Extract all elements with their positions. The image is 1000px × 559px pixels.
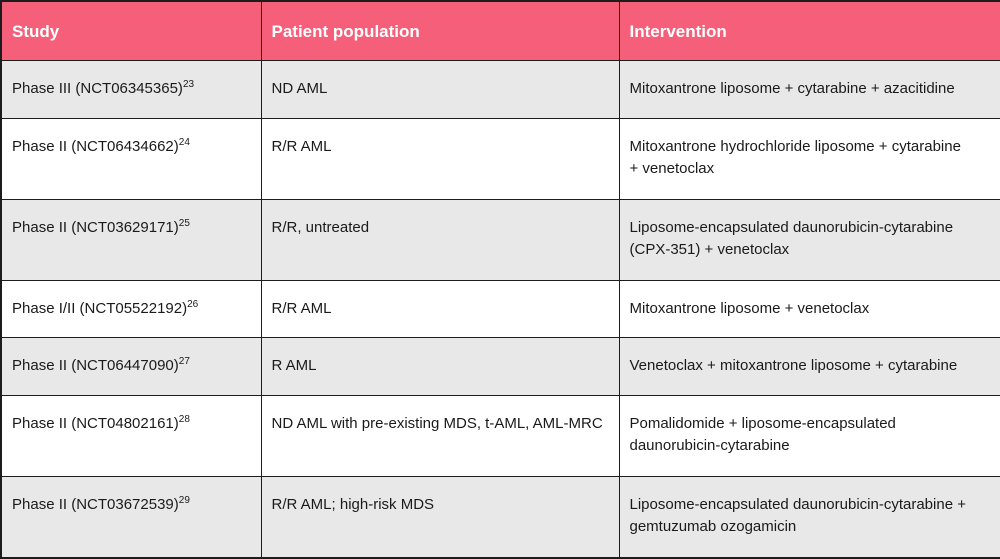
patient-population-cell: ND AML [260, 60, 620, 119]
intervention-cell: Liposome-encapsulated daunorubicin-cytar… [618, 476, 1000, 559]
study-cell: Phase II (NCT06447090)27 [0, 337, 262, 397]
table-row: Phase III (NCT06345365)23 ND AML Mitoxan… [0, 60, 1000, 119]
intervention-cell: Liposome-encapsulated daunorubicin-cytar… [618, 198, 1000, 281]
study-cell: Phase II (NCT04802161)28 [0, 395, 262, 478]
patient-population-cell: R/R, untreated [260, 198, 620, 281]
patient-population-cell: R/R AML [260, 117, 620, 200]
table-row: Phase II (NCT06447090)27 R AML Venetocla… [0, 337, 1000, 397]
intervention-cell: Pomalidomide + liposome-encapsulated dau… [618, 395, 1000, 478]
study-cell: Phase II (NCT03672539)29 [0, 476, 262, 559]
table-row: Phase I/II (NCT05522192)26 R/R AML Mitox… [0, 279, 1000, 339]
table-body: Phase III (NCT06345365)23 ND AML Mitoxan… [0, 60, 1000, 559]
reference-superscript: 24 [178, 136, 190, 148]
study-label: Phase II (NCT04802161) [12, 415, 179, 433]
patient-population-cell: R/R AML; high-risk MDS [260, 476, 620, 559]
study-label: Phase II (NCT06434662) [12, 137, 179, 155]
study-cell: Phase III (NCT06345365)23 [0, 60, 262, 119]
intervention-cell: Mitoxantrone hydrochloride liposome + cy… [618, 117, 1000, 200]
patient-population-cell: R/R AML [260, 279, 620, 339]
intervention-cell: Venetoclax + mitoxantrone liposome + cyt… [618, 337, 1000, 397]
reference-superscript: 26 [187, 298, 199, 310]
study-label: Phase I/II (NCT05522192) [12, 299, 188, 317]
study-cell: Phase I/II (NCT05522192)26 [0, 279, 262, 339]
intervention-cell: Mitoxantrone liposome + venetoclax [618, 279, 1000, 339]
reference-superscript: 23 [182, 79, 195, 90]
reference-superscript: 28 [178, 414, 190, 426]
column-header-study: Study [0, 0, 262, 61]
table-row: Phase II (NCT03629171)25 R/R, untreated … [0, 198, 1000, 281]
patient-population-cell: R AML [260, 337, 620, 397]
column-header-intervention: Intervention [618, 0, 1000, 61]
study-label: Phase II (NCT03672539) [12, 496, 179, 514]
table-row: Phase II (NCT03672539)29 R/R AML; high-r… [0, 476, 1000, 559]
header-row: Study Patient population Intervention [0, 0, 1000, 61]
intervention-cell: Mitoxantrone liposome + cytarabine + aza… [618, 60, 1000, 119]
table-row: Phase II (NCT04802161)28 ND AML with pre… [0, 395, 1000, 478]
study-label: Phase II (NCT06447090) [12, 357, 179, 375]
patient-population-cell: ND AML with pre-existing MDS, t-AML, AML… [260, 395, 620, 478]
study-label: Phase II (NCT03629171) [12, 218, 179, 236]
reference-superscript: 25 [178, 217, 190, 229]
reference-superscript: 29 [178, 495, 190, 507]
reference-superscript: 27 [178, 356, 190, 368]
study-cell: Phase II (NCT03629171)25 [0, 198, 262, 281]
column-header-patient-population: Patient population [260, 0, 620, 61]
table-row: Phase II (NCT06434662)24 R/R AML Mitoxan… [0, 117, 1000, 200]
study-cell: Phase II (NCT06434662)24 [0, 117, 262, 200]
study-label: Phase III (NCT06345365) [12, 80, 183, 97]
